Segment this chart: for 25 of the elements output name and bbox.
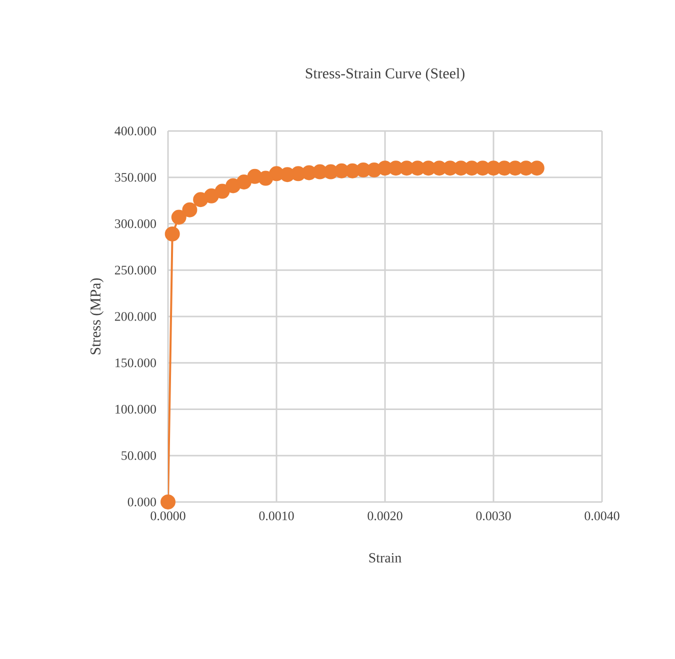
y-tick-label: 50.000 bbox=[122, 451, 156, 460]
y-tick-label: 250.000 bbox=[114, 266, 156, 275]
y-tick-label: 400.000 bbox=[114, 126, 156, 136]
chart-title: Stress-Strain Curve (Steel) bbox=[306, 68, 464, 82]
point bbox=[182, 202, 198, 218]
x-tick-label: 0.0010 bbox=[259, 512, 294, 520]
x-tick-label: 0.0000 bbox=[150, 512, 186, 520]
y-tick-label: 350.000 bbox=[115, 172, 156, 182]
y-tick-label: 150.000 bbox=[116, 358, 156, 368]
y-axis-title: Stress (MPa) bbox=[90, 278, 104, 354]
y-tick-label: 100.000 bbox=[116, 404, 156, 414]
point bbox=[204, 188, 219, 204]
point bbox=[214, 184, 230, 199]
point bbox=[236, 174, 252, 190]
y-tick-label: 0.000 bbox=[128, 498, 156, 506]
x-tick-label: 0.0030 bbox=[476, 512, 511, 520]
point bbox=[160, 494, 176, 510]
x-tick-label: 0.0040 bbox=[584, 512, 620, 520]
x-axis-title: Strain bbox=[369, 553, 402, 563]
point bbox=[171, 210, 186, 225]
point bbox=[164, 226, 180, 242]
y-tick-label: 200.000 bbox=[114, 312, 156, 321]
point bbox=[258, 170, 274, 186]
y-tick-label: 300.000 bbox=[115, 219, 156, 228]
x-tick-label: 0.0020 bbox=[368, 512, 402, 520]
